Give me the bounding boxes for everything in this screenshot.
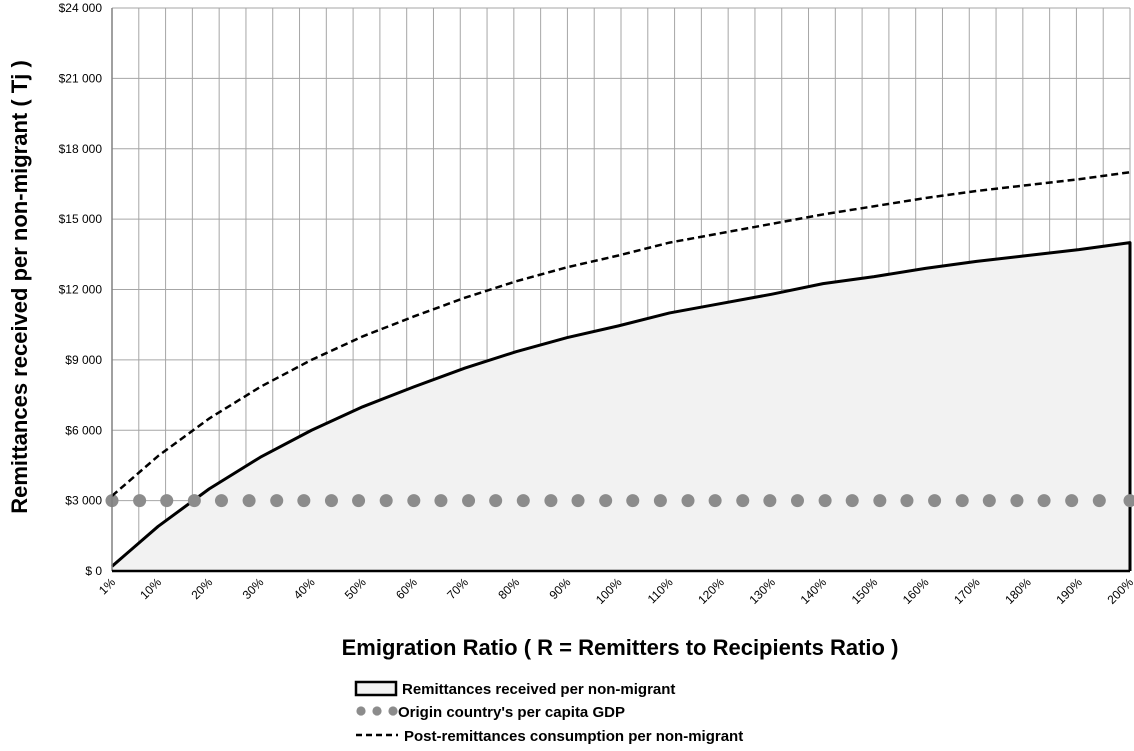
- y-tick-label: $24 000: [59, 1, 103, 15]
- series-remittances-area: [112, 242, 1130, 572]
- legend-item-consumption: Post-remittances consumption per non-mig…: [356, 728, 743, 745]
- series-gdp-point: [626, 494, 640, 508]
- series-gdp-point: [736, 494, 750, 508]
- y-tick-label: $9 000: [65, 353, 102, 367]
- series-gdp-point: [379, 494, 393, 508]
- series-gdp-point: [407, 494, 421, 508]
- x-tick-labels: 1% 10% 20% 30% 40% 50% 60% 70% 80% 90% 100% 110% 120…: [96, 575, 1134, 607]
- axes: [111, 8, 1130, 573]
- series-gdp-point: [242, 494, 256, 508]
- series-gdp-point: [873, 494, 887, 508]
- series-gdp-point: [462, 494, 476, 508]
- x-tick-label: 60%: [393, 575, 420, 602]
- y-tick-label: $12 000: [59, 283, 103, 297]
- series-remittances-line: [111, 241, 1132, 571]
- x-tick-label: 40%: [291, 575, 318, 602]
- y-tick-label: $21 000: [59, 71, 103, 85]
- x-tick-label: 200%: [1105, 575, 1134, 607]
- series-gdp-point: [681, 494, 695, 508]
- series-gdp-point: [352, 494, 366, 508]
- series-gdp-point: [324, 494, 338, 508]
- area-layer: [112, 242, 1130, 572]
- series-gdp-point: [516, 494, 530, 508]
- series-gdp-point: [187, 494, 201, 508]
- y-tick-label: $ 0: [85, 564, 102, 578]
- legend-label-consumption: Post-remittances consumption per non-mig…: [404, 728, 743, 745]
- x-tick-label: 110%: [645, 575, 676, 606]
- legend-swatch-gdp-dot: [356, 706, 366, 716]
- series-gdp-point: [1037, 494, 1051, 508]
- y-tick-label: $15 000: [59, 212, 103, 226]
- series-gdp-point: [790, 494, 804, 508]
- x-tick-label: 190%: [1053, 575, 1085, 607]
- x-tick-label: 100%: [593, 575, 625, 607]
- series-gdp-point: [544, 494, 558, 508]
- series-gdp-point: [1123, 494, 1134, 508]
- x-tick-label: 10%: [137, 575, 164, 602]
- legend-item-remittances: Remittances received per non-migrant: [354, 680, 675, 698]
- series-gdp-point: [434, 494, 448, 508]
- y-tick-label: $6 000: [65, 423, 102, 437]
- x-tick-label: 80%: [495, 575, 522, 602]
- x-tick-label: 50%: [342, 575, 369, 602]
- series-gdp-point: [763, 494, 777, 508]
- x-tick-label: 90%: [547, 575, 574, 602]
- series-gdp-point: [571, 494, 585, 508]
- x-axis-title: Emigration Ratio ( R = Remitters to Reci…: [342, 635, 899, 660]
- legend-swatch-gdp-dot: [372, 706, 382, 716]
- series-gdp-point: [845, 494, 859, 508]
- x-tick-label: 20%: [188, 575, 215, 602]
- legend: Remittances received per non-migrant Ori…: [354, 680, 743, 745]
- series-gdp-point: [818, 494, 832, 508]
- series-gdp-point: [1010, 494, 1024, 508]
- series-gdp-point: [160, 494, 174, 508]
- series-gdp-point: [982, 494, 996, 508]
- legend-item-gdp: Origin country's per capita GDP: [356, 704, 625, 721]
- legend-label-remittances: Remittances received per non-migrant: [402, 681, 675, 698]
- series-gdp-point: [653, 494, 667, 508]
- x-tick-label: 30%: [240, 575, 267, 602]
- y-tick-label: $3 000: [65, 494, 102, 508]
- x-tick-label: 120%: [695, 575, 727, 607]
- series-gdp-point: [708, 494, 722, 508]
- x-tick-label: 1%: [96, 575, 118, 597]
- x-tick-label: 170%: [951, 575, 983, 607]
- series-gdp-point: [270, 494, 284, 508]
- legend-swatch-remittances: [354, 680, 398, 697]
- series-gdp-point: [928, 494, 942, 508]
- lines-layer: [105, 170, 1134, 571]
- series-gdp-point: [297, 494, 311, 508]
- series-gdp-point: [1092, 494, 1106, 508]
- series-consumption-line: [111, 170, 1131, 497]
- x-tick-label: 150%: [849, 575, 881, 607]
- series-gdp-point: [133, 494, 147, 508]
- series-gdp-point: [599, 494, 613, 508]
- x-tick-label: 70%: [444, 575, 471, 602]
- legend-swatch-gdp-dot: [388, 706, 398, 716]
- y-tick-labels: $ 0 $3 000 $6 000 $9 000 $12 000 $15 000 $18 0…: [59, 1, 103, 578]
- y-axis-title: Remittances received per non-migrant ( T…: [7, 60, 32, 514]
- legend-label-gdp: Origin country's per capita GDP: [398, 704, 625, 721]
- series-gdp-point: [489, 494, 503, 508]
- x-tick-label: 160%: [900, 575, 932, 607]
- y-tick-label: $18 000: [59, 142, 103, 156]
- x-tick-label: 130%: [746, 575, 778, 607]
- x-tick-label: 140%: [798, 575, 830, 607]
- series-gdp-point: [955, 494, 969, 508]
- series-gdp-point: [900, 494, 914, 508]
- series-gdp-point: [214, 494, 228, 508]
- series-gdp-point: [1065, 494, 1079, 508]
- x-tick-label: 180%: [1002, 575, 1034, 607]
